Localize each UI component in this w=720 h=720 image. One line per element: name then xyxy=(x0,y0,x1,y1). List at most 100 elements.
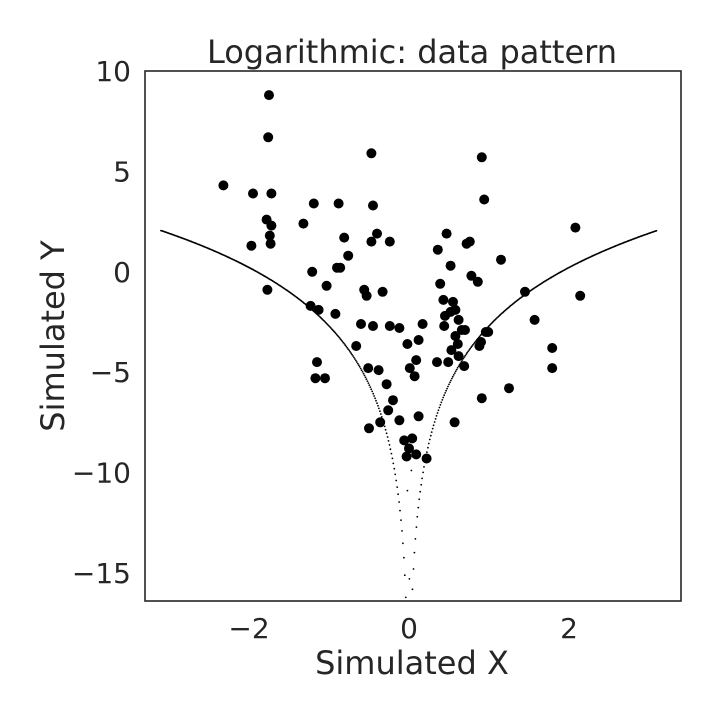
trend-point-321 xyxy=(474,341,476,344)
plot-frame xyxy=(144,70,682,602)
trend-point-193 xyxy=(345,345,348,348)
trend-point-315 xyxy=(468,349,471,351)
data-point-34 xyxy=(384,321,395,331)
data-point-21 xyxy=(310,373,321,384)
x-tick-label-0: −2 xyxy=(228,612,269,645)
data-point-5 xyxy=(261,214,272,225)
data-point-13 xyxy=(333,198,344,209)
data-point-33 xyxy=(377,286,388,297)
data-point-43 xyxy=(373,365,384,376)
data-point-90 xyxy=(547,343,558,353)
trend-point-268 xyxy=(423,466,425,468)
data-point-36 xyxy=(402,339,413,349)
trend-point-200 xyxy=(352,355,354,357)
trend-point-248 xyxy=(398,501,400,503)
y-tick-label-2: 0 xyxy=(113,256,131,289)
data-point-7 xyxy=(265,238,276,249)
trend-point-189 xyxy=(341,340,344,343)
data-point-32 xyxy=(361,290,372,301)
x-tick-label-2: 2 xyxy=(560,612,578,645)
trend-point-196 xyxy=(348,349,351,352)
trend-point-209 xyxy=(360,369,363,372)
chart-title: Logarithmic: data pattern xyxy=(207,33,617,71)
trend-point-202 xyxy=(354,358,356,360)
trend-point-266 xyxy=(421,477,423,480)
trend-point-312 xyxy=(465,353,468,355)
data-point-28 xyxy=(372,228,382,239)
trend-point-239 xyxy=(389,448,392,451)
trend-point-223 xyxy=(374,397,376,400)
trend-point-282 xyxy=(436,412,439,414)
data-point-46 xyxy=(383,405,394,416)
x-ticks: −2 0 2 xyxy=(228,612,578,645)
data-point-97 xyxy=(432,357,442,368)
y-ticks: 10 5 0 −5 −10 −15 xyxy=(72,55,131,590)
trend-point-190 xyxy=(342,341,345,344)
data-point-22 xyxy=(320,373,330,384)
trend-point-253 xyxy=(403,556,405,559)
y-tick-label-1: 5 xyxy=(113,155,131,188)
trend-point-301 xyxy=(454,370,457,373)
trend-point-299 xyxy=(452,374,455,376)
data-point-38 xyxy=(411,355,422,366)
data-point-79 xyxy=(453,351,464,362)
data-point-66 xyxy=(448,296,458,307)
data-point-51 xyxy=(404,443,414,454)
trend-point-273 xyxy=(427,442,430,445)
data-point-48 xyxy=(394,415,405,426)
trend-point-511 xyxy=(410,469,413,472)
trend-point-303 xyxy=(456,367,459,369)
points-layer xyxy=(218,90,586,464)
data-point-94 xyxy=(504,383,514,394)
data-point-27 xyxy=(368,200,378,211)
trend-point-220 xyxy=(371,390,374,393)
trend-point-255 xyxy=(404,596,407,599)
trend-point-219 xyxy=(370,388,373,391)
data-point-9 xyxy=(262,284,273,295)
trend-point-197 xyxy=(349,350,351,353)
data-point-37 xyxy=(404,363,415,374)
trend-point-244 xyxy=(394,473,397,476)
trend-point-213 xyxy=(364,376,367,379)
data-point-19 xyxy=(330,308,341,319)
data-point-96 xyxy=(364,423,374,434)
data-point-70 xyxy=(460,325,470,335)
trend-point-214 xyxy=(365,378,368,381)
trend-point-233 xyxy=(383,425,386,428)
data-point-56 xyxy=(417,319,428,329)
trend-point-310 xyxy=(463,356,466,358)
data-point-11 xyxy=(308,198,319,209)
data-point-59 xyxy=(432,244,443,255)
data-point-93 xyxy=(575,290,586,301)
trend-point-234 xyxy=(384,428,387,431)
data-point-3 xyxy=(248,188,258,199)
data-point-98 xyxy=(443,357,454,368)
trend-point-207 xyxy=(358,365,361,368)
data-point-73 xyxy=(466,270,477,281)
trend-point-279 xyxy=(433,421,436,423)
data-point-24 xyxy=(343,250,354,261)
trend-point-203 xyxy=(355,359,357,362)
trend-point-247 xyxy=(397,493,399,496)
data-point-49 xyxy=(399,435,410,446)
data-point-47 xyxy=(375,417,386,428)
trend-point-208 xyxy=(359,367,362,370)
y-tick-label-3: −5 xyxy=(90,356,131,389)
trend-point-314 xyxy=(467,350,470,353)
data-point-80 xyxy=(459,361,470,372)
data-point-81 xyxy=(449,417,460,428)
trend-point-261 xyxy=(416,515,419,518)
trend-point-237 xyxy=(387,440,390,442)
data-point-63 xyxy=(445,260,456,271)
data-point-26 xyxy=(366,148,377,159)
data-point-39 xyxy=(368,321,378,331)
trend-point-302 xyxy=(455,368,458,371)
trend-point-254 xyxy=(403,574,406,577)
data-point-41 xyxy=(351,341,362,351)
trend-point-221 xyxy=(372,392,375,395)
trend-point-319 xyxy=(472,343,474,346)
trend-point-230 xyxy=(380,416,383,418)
data-point-78 xyxy=(450,331,461,341)
trend-point-287 xyxy=(441,399,444,401)
trend-point-242 xyxy=(392,462,395,465)
